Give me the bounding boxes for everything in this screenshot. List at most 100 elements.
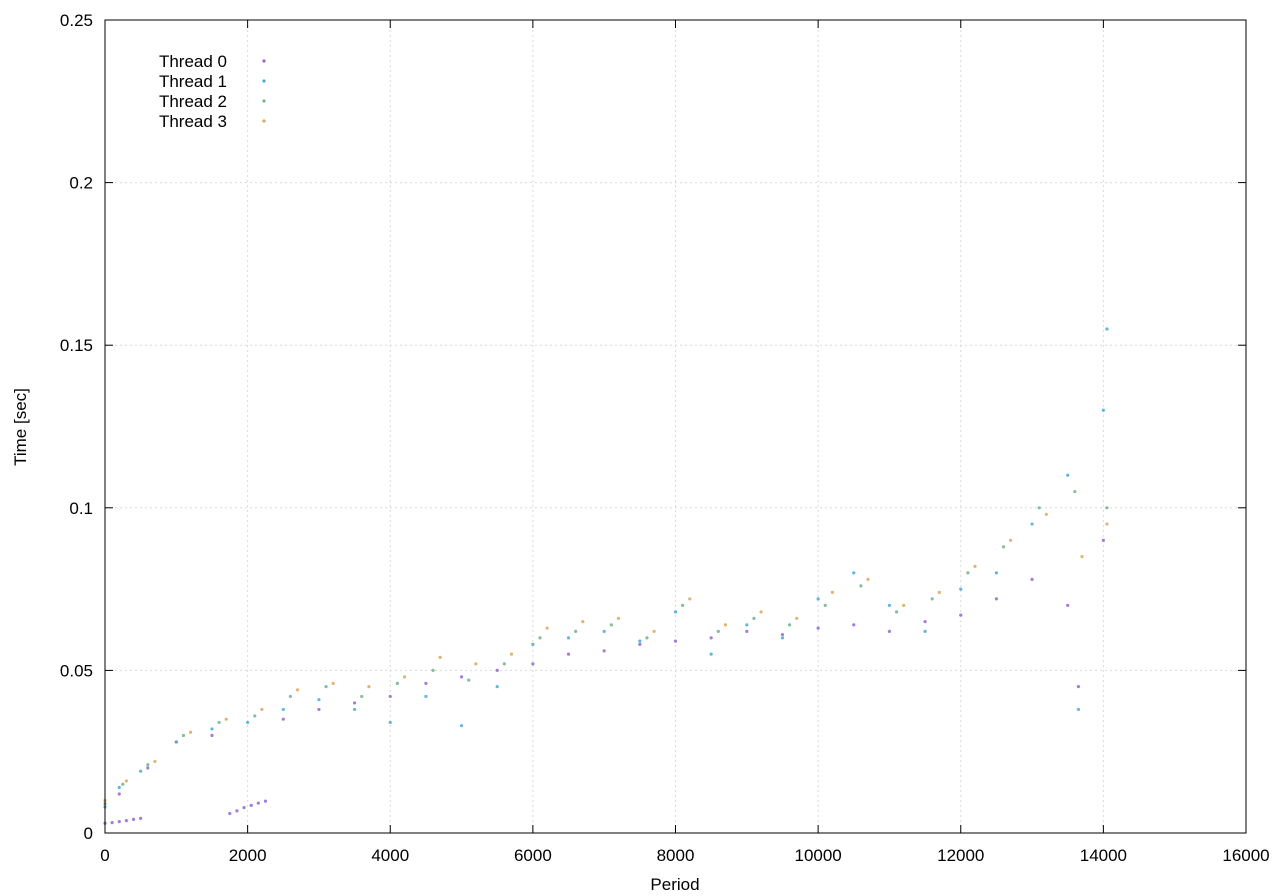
- y-tick-labels: 0 0.05 0.1 0.15 0.2 0.25: [60, 11, 93, 843]
- data-point: [959, 587, 963, 591]
- data-point: [1066, 473, 1070, 477]
- data-point: [823, 603, 827, 607]
- data-point: [795, 616, 799, 620]
- data-point: [902, 603, 906, 607]
- data-point: [1101, 538, 1105, 542]
- data-point: [210, 733, 214, 738]
- data-point: [709, 652, 713, 656]
- data-point: [402, 675, 407, 679]
- data-point: [459, 724, 464, 728]
- data-point: [638, 642, 642, 646]
- data-point: [352, 707, 357, 712]
- legend-label-thread-2: Thread 2: [159, 92, 227, 111]
- data-point: [723, 623, 728, 627]
- data-point: [117, 820, 121, 824]
- legend: Thread 0 Thread 1 Thread 2 Thread 3: [159, 52, 266, 131]
- data-point: [509, 652, 514, 656]
- data-point: [249, 803, 253, 807]
- data-point: [174, 740, 178, 744]
- data-point: [1066, 603, 1070, 607]
- data-point: [780, 633, 785, 637]
- legend-label-thread-1: Thread 1: [159, 72, 227, 91]
- data-point: [246, 720, 250, 725]
- data-point: [139, 769, 143, 773]
- data-point: [937, 590, 941, 594]
- data-point: [581, 620, 585, 624]
- data-point: [887, 629, 892, 633]
- data-point: [788, 623, 792, 627]
- data-point: [1009, 538, 1013, 542]
- y-tick-label: 0: [84, 824, 93, 843]
- data-point: [745, 629, 749, 633]
- data-point: [830, 590, 834, 594]
- data-point: [1080, 554, 1084, 559]
- data-point: [531, 662, 535, 666]
- data-point: [188, 730, 193, 734]
- data-point: [495, 685, 499, 689]
- data-point: [1037, 506, 1041, 510]
- data-point: [317, 707, 321, 712]
- data-point: [859, 584, 863, 588]
- data-point: [538, 636, 542, 640]
- series-thread-2: [103, 489, 1109, 806]
- legend-label-thread-3: Thread 3: [159, 112, 227, 131]
- data-point: [1030, 522, 1034, 526]
- data-point: [181, 733, 186, 738]
- data-point: [816, 597, 820, 601]
- legend-marker-thread-2: [262, 99, 266, 103]
- data-point: [281, 707, 285, 712]
- data-point: [652, 629, 656, 633]
- data-point: [602, 629, 606, 633]
- ticks: [104, 19, 1247, 834]
- x-tick-label: 8000: [657, 846, 695, 865]
- data-point: [438, 655, 442, 659]
- y-tick-label: 0.1: [69, 499, 93, 518]
- data-point: [324, 685, 328, 689]
- data-point: [224, 717, 228, 721]
- x-tick-label: 0: [100, 846, 109, 865]
- data-point: [139, 816, 143, 820]
- data-point: [124, 819, 128, 823]
- data-point: [866, 577, 870, 581]
- data-point: [1076, 685, 1081, 689]
- data-point: [146, 763, 150, 767]
- data-point: [153, 759, 157, 764]
- x-tick-label: 16000: [1222, 846, 1269, 865]
- data-point: [994, 597, 999, 601]
- data-point: [716, 629, 720, 633]
- data-point: [242, 806, 246, 810]
- data-point: [1105, 327, 1109, 331]
- data-point: [923, 620, 927, 624]
- y-tick-label: 0.25: [60, 11, 93, 30]
- legend-marker-thread-1: [262, 79, 266, 83]
- data-point: [852, 623, 856, 627]
- data-point: [673, 610, 678, 614]
- data-point: [367, 685, 371, 689]
- data-point: [966, 571, 970, 575]
- data-point: [260, 707, 264, 712]
- data-points: [103, 327, 1109, 825]
- data-point: [146, 766, 150, 770]
- data-point: [745, 623, 749, 627]
- data-point: [752, 616, 756, 620]
- data-point: [263, 799, 268, 803]
- data-point: [295, 688, 300, 692]
- data-point: [759, 610, 763, 614]
- data-point: [1105, 506, 1109, 510]
- data-point: [923, 629, 927, 633]
- grid: [105, 20, 1246, 833]
- data-point: [673, 639, 678, 643]
- data-point: [217, 720, 221, 725]
- y-tick-label: 0.15: [60, 336, 93, 355]
- data-point: [545, 626, 549, 630]
- data-point: [131, 817, 136, 821]
- data-point: [994, 571, 999, 575]
- data-point: [1076, 707, 1081, 712]
- data-point: [253, 714, 257, 718]
- data-point: [531, 642, 535, 646]
- data-point: [1105, 522, 1109, 526]
- data-point: [352, 701, 357, 705]
- data-point: [566, 636, 571, 640]
- x-tick-label: 6000: [514, 846, 552, 865]
